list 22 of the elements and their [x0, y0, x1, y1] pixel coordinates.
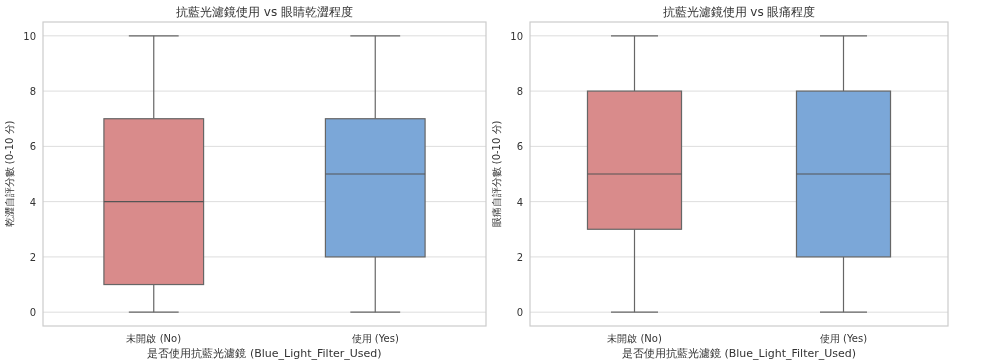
x-axis-title: 是否使用抗藍光濾鏡 (Blue_Light_Filter_Used): [147, 347, 382, 360]
y-tick-label: 4: [516, 196, 523, 208]
y-tick-label: 4: [29, 196, 36, 208]
y-axis-title: 眼痛自評分數 (0-10 分): [491, 120, 502, 228]
y-tick-label: 10: [510, 30, 523, 42]
y-tick-label: 2: [516, 251, 523, 263]
x-axis-title: 是否使用抗藍光濾鏡 (Blue_Light_Filter_Used): [621, 347, 857, 360]
y-tick-label: 8: [516, 86, 523, 98]
x-tick-label: 使用 (Yes): [351, 333, 399, 344]
y-tick-label: 6: [516, 141, 523, 153]
x-tick-label: 未開啟 (No): [607, 333, 662, 344]
y-tick-label: 0: [29, 307, 36, 319]
x-tick-label: 使用 (Yes): [819, 333, 868, 344]
chart-title: 抗藍光濾鏡使用 vs 眼睛乾澀程度: [176, 5, 353, 19]
chart-title: 抗藍光濾鏡使用 vs 眼痛程度: [662, 5, 816, 19]
y-tick-label: 0: [516, 307, 523, 319]
y-axis-title: 乾澀自評分數 (0-10 分): [4, 120, 15, 228]
y-tick-label: 6: [29, 141, 36, 153]
y-tick-label: 2: [29, 251, 36, 263]
y-tick-label: 8: [29, 86, 36, 98]
x-tick-label: 未開啟 (No): [126, 333, 182, 344]
y-tick-label: 10: [23, 30, 36, 42]
